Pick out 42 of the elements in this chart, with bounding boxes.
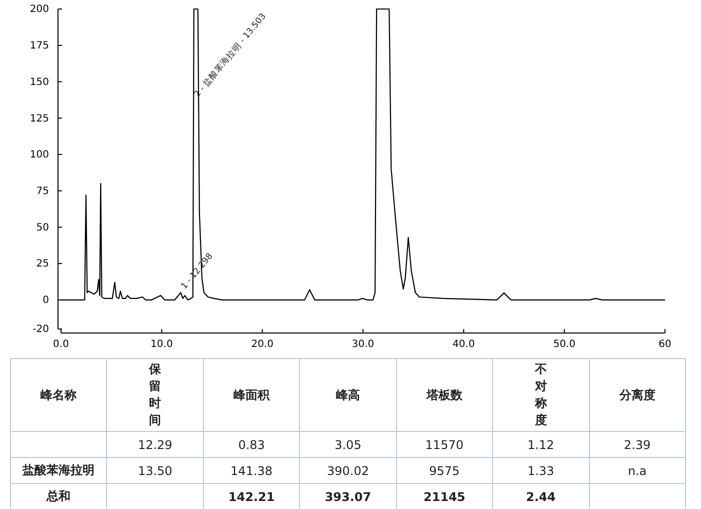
y-tick-label: 75 <box>36 186 49 198</box>
text: 2.44 <box>526 490 556 504</box>
x-tick-label: 30.0 <box>352 339 374 350</box>
x-tick-label: 10.0 <box>150 339 173 350</box>
text: 盐酸苯海拉明 <box>22 463 95 477</box>
category-label: 塔板数 <box>396 358 493 432</box>
x-tick-label: 20.0 <box>251 339 274 350</box>
y-tick-label: 25 <box>36 258 49 270</box>
text: 0.83 <box>238 438 265 452</box>
text: 9575 <box>429 464 460 478</box>
category-label: 保留时间 <box>106 358 204 432</box>
text: 141.38 <box>230 464 273 478</box>
text: 3.05 <box>334 438 362 452</box>
text: n.a <box>628 464 647 478</box>
y-tick-label: 175 <box>30 40 49 52</box>
text: 21145 <box>424 490 466 504</box>
text: 2.39 <box>624 438 651 452</box>
x-tick-label: 50.0 <box>553 339 576 350</box>
text: 1.33 <box>527 464 554 478</box>
y-tick-label: -20 <box>32 324 49 336</box>
text: 393.07 <box>324 490 372 504</box>
x-tick-label: 0.0 <box>53 339 69 350</box>
category-label: 峰面积 <box>203 358 300 432</box>
x-tick-label: 60 <box>658 339 672 350</box>
text: 13.50 <box>138 464 172 478</box>
category-label: 峰名称 <box>10 358 107 432</box>
category-label: 不对称度 <box>492 358 590 432</box>
y-tick-label: 50 <box>36 222 49 234</box>
text: 11570 <box>425 438 464 452</box>
y-tick-label: 125 <box>30 113 49 124</box>
x-tick-label: 40.0 <box>452 339 475 350</box>
category-label: 峰高 <box>300 358 396 432</box>
text: 1.12 <box>527 438 554 452</box>
text: 142.21 <box>228 490 275 504</box>
y-tick-label: 200 <box>30 4 49 16</box>
text: 12.29 <box>138 438 172 452</box>
text: 总和 <box>46 489 71 503</box>
category-label: 分离度 <box>589 358 686 432</box>
y-tick-label: 100 <box>30 150 49 161</box>
y-tick-label: 0 <box>42 295 49 306</box>
text: 390.02 <box>326 464 369 478</box>
y-tick-label: 150 <box>30 76 49 88</box>
